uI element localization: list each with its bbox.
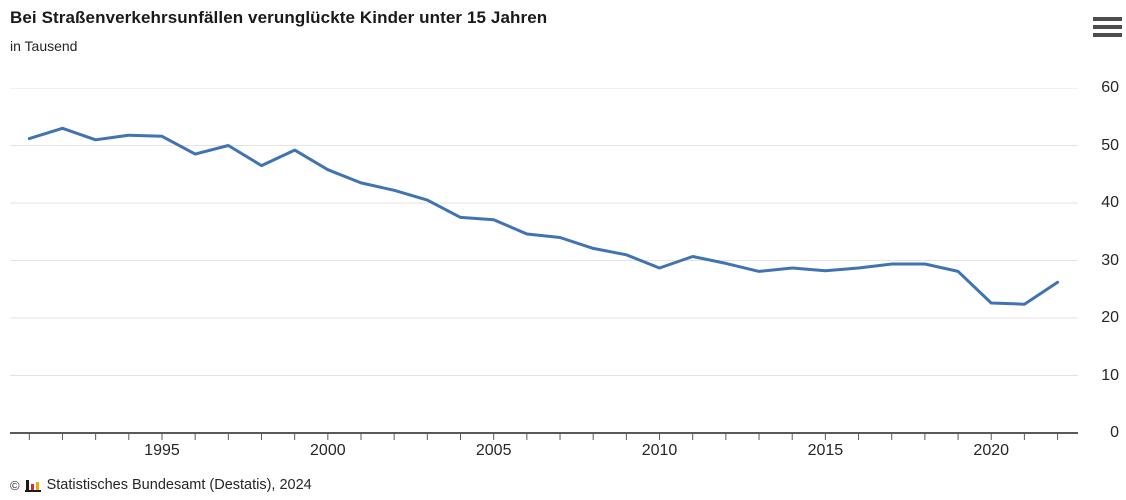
y-axis-tick-label: 20 — [1101, 309, 1119, 326]
hamburger-bar — [1093, 33, 1122, 37]
data-line-series — [27, 126, 1060, 306]
page-title: Bei Straßenverkehrsunfällen verunglückte… — [10, 8, 548, 27]
y-axis-tick-label: 10 — [1101, 366, 1119, 384]
x-axis-tick-label: 2010 — [641, 442, 678, 459]
logo-bar-red — [30, 483, 34, 490]
x-axis-tick-label: 2015 — [807, 442, 844, 459]
destatis-bar-chart-icon — [24, 479, 42, 492]
copyright-sign: © — [10, 477, 20, 493]
hamburger-bar — [1093, 25, 1122, 29]
y-axis-tick-label: 60 — [1101, 79, 1119, 96]
hamburger-menu-icon[interactable] — [1093, 17, 1122, 37]
source-footer: © Statistisches Bundesamt (Destatis), 20… — [10, 477, 312, 493]
y-axis-tick-label: 30 — [1101, 251, 1119, 269]
logo-bar-gold — [35, 481, 39, 490]
logo-bar-black — [25, 479, 29, 490]
y-axis-tick-label: 50 — [1101, 136, 1119, 154]
logo-baseline — [24, 489, 41, 492]
hamburger-bar — [1093, 17, 1122, 21]
line-chart-svg — [10, 88, 1078, 440]
y-axis-tick-label: 0 — [1110, 424, 1119, 441]
chart-unit-subtitle: in Tausend — [10, 38, 78, 54]
x-axis-tick-label: 2020 — [973, 442, 1010, 459]
source-text: Statistisches Bundesamt (Destatis), 2024 — [46, 477, 312, 493]
x-axis-tick-label: 2005 — [475, 442, 512, 459]
y-axis-tick-label: 40 — [1101, 194, 1119, 211]
x-axis-tick-label: 2000 — [310, 442, 346, 459]
x-axis-tick-label: 1995 — [144, 442, 180, 459]
